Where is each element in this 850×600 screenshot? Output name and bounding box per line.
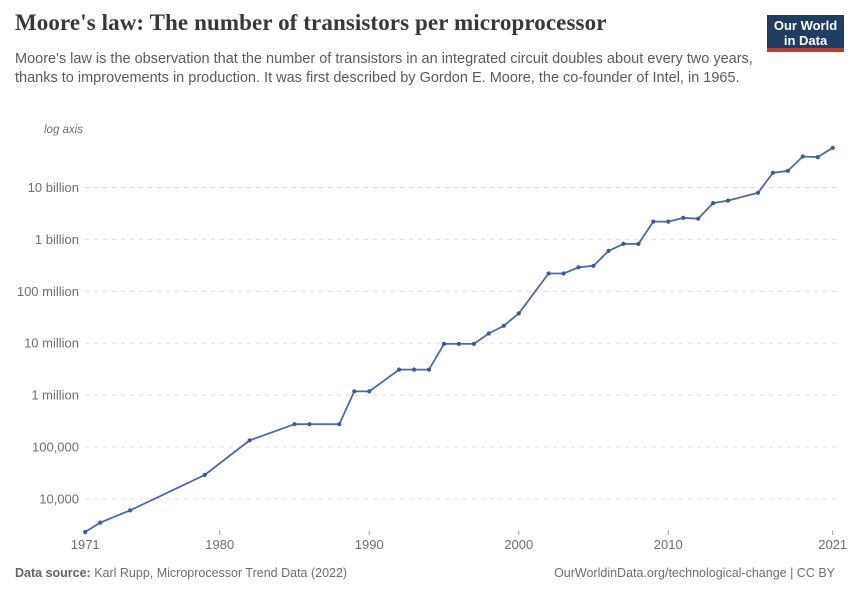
data-point: [397, 367, 402, 372]
data-point: [128, 508, 133, 513]
data-point: [426, 367, 432, 372]
data-point: [681, 215, 686, 220]
data-point: [367, 389, 372, 394]
log-axis-label: log axis: [44, 124, 83, 136]
data-point: [83, 529, 88, 535]
data-point: [830, 145, 835, 150]
data-point: [785, 168, 791, 173]
y-tick-label: 10 billion: [28, 180, 79, 195]
data-point: [755, 190, 761, 195]
data-point: [456, 341, 461, 346]
x-axis-labels: 1971 1980 1990 2000 2010 2021: [71, 537, 847, 552]
y-tick-label: 100,000: [32, 440, 79, 455]
y-tick-label: 10,000: [39, 491, 79, 506]
chart-footer: Data source: Karl Rupp, Microprocessor T…: [15, 566, 835, 580]
data-point: [441, 341, 447, 346]
data-point: [412, 367, 417, 372]
owid-logo-stripe: [767, 48, 844, 52]
data-point: [696, 216, 701, 221]
data-point: [352, 389, 357, 394]
data-point: [815, 155, 820, 160]
data-point: [561, 271, 566, 276]
data-point: [576, 265, 581, 270]
data-points: [83, 145, 835, 535]
data-source: Data source: Karl Rupp, Microprocessor T…: [15, 566, 347, 580]
data-point: [770, 170, 776, 175]
y-tick-label: 1 billion: [35, 232, 79, 247]
data-point: [486, 331, 491, 336]
data-line: [84, 146, 834, 533]
data-point: [621, 241, 626, 246]
x-tick-label: 1980: [205, 537, 234, 552]
data-point: [202, 472, 207, 477]
x-axis-ticks: [84, 530, 834, 535]
data-point: [591, 263, 596, 268]
data-point: [636, 241, 641, 246]
data-point: [337, 422, 342, 427]
data-point: [546, 271, 551, 276]
x-tick-label: 1971: [71, 537, 100, 552]
y-axis-labels: 10,000 100,000 1 million 10 million 100 mill…: [17, 180, 79, 506]
data-point: [247, 438, 252, 443]
chart-title: Moore's law: The number of transistors p…: [15, 10, 607, 35]
data-point: [606, 248, 611, 253]
chart-subtitle: Moore's law is the observation that the …: [15, 51, 753, 87]
owid-logo-text: Our World in Data: [767, 15, 844, 48]
data-point: [292, 422, 297, 427]
data-point: [666, 219, 671, 224]
x-tick-label: 2000: [504, 537, 533, 552]
owid-logo: Our World in Data: [767, 15, 844, 52]
data-point: [651, 219, 656, 224]
data-point: [726, 198, 731, 203]
y-tick-label: 10 million: [24, 336, 79, 351]
data-point: [471, 341, 476, 346]
data-point: [516, 311, 521, 316]
data-point: [800, 154, 805, 159]
data-source-label: Data source:: [15, 566, 91, 580]
data-point: [711, 201, 716, 206]
data-point: [98, 520, 103, 525]
data-source-text: Karl Rupp, Microprocessor Trend Data (20…: [90, 566, 348, 580]
attribution: OurWorldinData.org/technological-change …: [554, 566, 835, 580]
data-point: [307, 422, 312, 427]
x-tick-label: 2010: [654, 537, 683, 552]
x-tick-label: 2021: [818, 537, 847, 552]
y-tick-label: 100 million: [17, 284, 79, 299]
x-tick-label: 1990: [355, 537, 384, 552]
y-tick-label: 1 million: [31, 388, 79, 403]
data-point: [501, 323, 506, 328]
